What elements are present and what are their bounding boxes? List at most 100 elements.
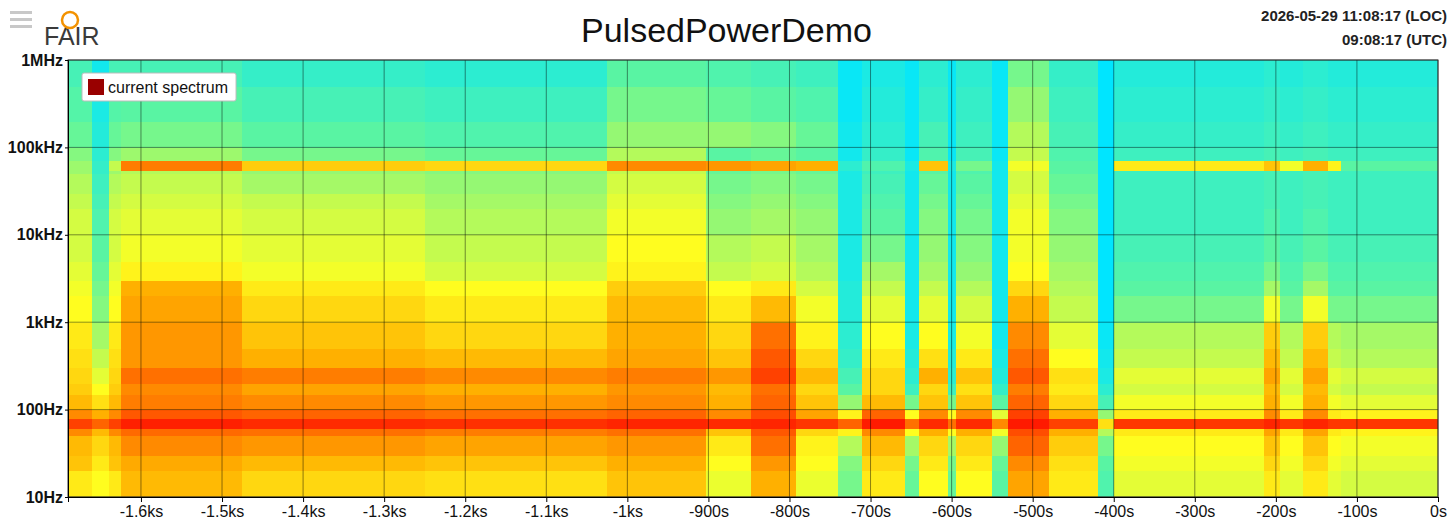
heatmap-cell [838,455,863,471]
grid-line [68,322,1438,323]
heatmap-cell [607,410,706,419]
heatmap-cell [607,208,706,235]
tick-label: 100kHz [8,139,63,156]
heatmap-cell [1114,174,1264,194]
heatmap-cell [1049,322,1098,349]
heatmap-cell [905,383,919,394]
grid-line [465,60,466,497]
heatmap-cell [242,349,425,369]
heatmap-cell [425,261,608,281]
heatmap-cell [607,296,706,323]
heatmap-cell [862,170,905,174]
grid-line [951,60,952,497]
heatmap-cell [1280,296,1303,323]
heatmap-cell [425,235,608,262]
heatmap-cell [1264,261,1281,281]
heatmap-cell [242,436,425,456]
heatmap-cell [919,60,948,87]
heatmap-cell [905,322,919,349]
heatmap-cell [92,471,109,497]
heatmap-cell [68,261,93,281]
heatmap-cell [905,436,919,456]
heatmap-cell [919,208,948,235]
heatmap-cell [607,394,706,410]
tick-label: 1kHz [26,314,63,331]
heatmap-cell [992,471,1009,497]
heatmap-cell [706,429,751,436]
heatmap-cell [992,429,1009,436]
grid-line [1275,60,1276,497]
heatmap-cell [1008,193,1049,209]
heatmap-cell [68,193,93,209]
heatmap-cell [1049,418,1098,429]
heatmap-cell [1280,394,1303,410]
heatmap-cell [1280,410,1303,419]
heatmap-cell [1341,208,1438,235]
heatmap-cell [905,208,919,235]
heatmap-cell [1098,349,1115,369]
heatmap-cell [1008,147,1049,161]
heatmap-cell [68,383,93,394]
heatmap-cell [1114,235,1264,262]
heatmap-cell [796,235,839,262]
tick: 10kHz [17,226,68,243]
heatmap-cell [796,280,839,296]
heatmap-cell [1114,471,1264,497]
grid-line [303,60,304,497]
heatmap-cell [992,322,1009,349]
heatmap-cell [109,368,122,384]
heatmap-cell [838,170,863,174]
heatmap-cell [706,261,751,281]
title: PulsedPowerDemo [581,11,872,49]
heatmap-cell [1303,170,1329,174]
heatmap-cell [838,436,863,456]
tick-label: -500s [1013,503,1053,520]
heatmap-cell [956,208,993,235]
heatmap-cell [1049,193,1098,209]
heatmap-cell [838,410,863,419]
heatmap-cell [905,193,919,209]
heatmap-cell [1049,121,1098,148]
tick-label: -1.6ks [120,503,164,520]
heatmap-cell [838,383,863,394]
heatmap-cell [956,147,993,161]
heatmap-cell [607,280,706,296]
plot-frame [68,60,1438,497]
heatmap-cell [992,383,1009,394]
heatmap-cell [1280,161,1303,171]
heatmap-cell [1328,383,1341,394]
heatmap-cell [1008,349,1049,369]
tick: -1.1ks [525,497,569,520]
logo-ring [62,12,78,28]
heatmap-cell [109,394,122,410]
heatmap-cell [706,174,751,194]
heatmap-cell [862,121,905,148]
heatmap-cell [1114,296,1264,323]
heatmap-cell [121,235,243,262]
heatmap-cell [1303,410,1329,419]
grid-line [627,60,628,497]
heatmap-cell [905,280,919,296]
heatmap-cell [242,60,425,87]
heatmap-cell [1341,261,1438,281]
heatmap-cell [109,436,122,456]
heatmap-cell [109,280,122,296]
plot-area [68,60,1438,497]
heatmap-cell [1341,193,1438,209]
heatmap-cell [1280,418,1303,429]
heatmap-cell [992,235,1009,262]
heatmap-cell [919,193,948,209]
heatmap-cell [425,429,608,436]
heatmap-cell [919,280,948,296]
heatmap-cell [919,261,948,281]
heatmap-cell [919,455,948,471]
heatmap-cell [109,261,122,281]
heatmap-cell [838,349,863,369]
grid-line [1356,60,1357,497]
heatmap-cell [109,455,122,471]
heatmap-cell [92,418,109,429]
heatmap-cell [992,455,1009,471]
heatmap-cell [1008,86,1049,121]
heatmap-cell [992,394,1009,410]
heatmap-cell [121,368,243,384]
